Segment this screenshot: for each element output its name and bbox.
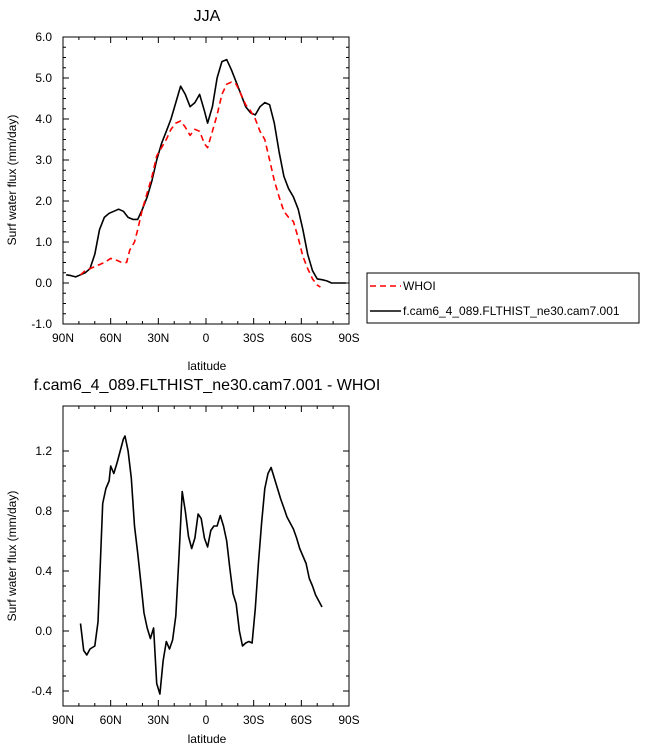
- top-y-tick-label: 5.0: [35, 71, 52, 85]
- top-y-tick-label: 2.0: [35, 194, 52, 208]
- top-x-tick-label: 90S: [338, 331, 359, 345]
- top-x-tick-label: 0: [203, 331, 210, 345]
- bottom-x-tick-label: 30N: [147, 713, 169, 727]
- bottom-x-tick-label: 30S: [243, 713, 264, 727]
- top-y-tick-label: 6.0: [35, 30, 52, 44]
- top-x-tick-label: 60N: [100, 331, 122, 345]
- bottom-series-line-0: [79, 435, 323, 695]
- bottom-y-tick-label: 0.0: [35, 624, 52, 638]
- bottom-plot-frame: [62, 405, 350, 707]
- top-axis-ticks: 90N 60N 30N 0 30S 60S 90S -1.0 0.0 1.0 2.0 3.0 4.0 5.…: [31, 30, 359, 345]
- bottom-y-tick-label: 0.4: [35, 564, 52, 578]
- top-chart: JJA 90N 60N 30N 0 30S 60S 90S -1.0 0.0 1.0 2.0 3.0 4…: [5, 8, 360, 373]
- bottom-x-axis-label: latitude: [188, 732, 227, 746]
- top-x-tick-label: 60S: [291, 331, 312, 345]
- bottom-x-tick-label: 90S: [338, 713, 359, 727]
- top-y-tick-label: 0.0: [35, 276, 52, 290]
- bottom-x-tick-label: 90N: [52, 713, 74, 727]
- bottom-chart-title: f.cam6_4_089.FLTHIST_ne30.cam7.001 - WHO…: [34, 377, 381, 394]
- bottom-y-tick-label: -0.4: [31, 684, 52, 698]
- bottom-y-axis-label: Surf water flux (mm/day): [5, 491, 19, 622]
- top-y-axis-label: Surf water flux (mm/day): [5, 115, 19, 246]
- bottom-x-tick-label: 60N: [100, 713, 122, 727]
- legend: WHOI f.cam6_4_089.FLTHIST_ne30.cam7.001: [366, 272, 640, 324]
- bottom-axis-ticks: 90N 60N 30N 0 30S 60S 90S -0.4 0.0 0.4 0.8 1.2: [31, 406, 360, 727]
- top-x-tick-label: 30S: [243, 331, 264, 345]
- top-y-tick-label: 4.0: [35, 112, 52, 126]
- top-plot-frame: [62, 36, 350, 325]
- bottom-chart: f.cam6_4_089.FLTHIST_ne30.cam7.001 - WHO…: [5, 377, 380, 746]
- top-x-axis-label: latitude: [188, 359, 227, 373]
- top-series-line-0: [79, 81, 321, 288]
- bottom-y-tick-label: 0.8: [35, 504, 52, 518]
- legend-box: [366, 272, 640, 324]
- bottom-y-tick-label: 1.2: [35, 444, 52, 458]
- top-y-tick-label: -1.0: [31, 317, 52, 331]
- top-series-line-1: [66, 58, 346, 284]
- top-y-tick-label: 1.0: [35, 235, 52, 249]
- top-x-tick-label: 90N: [52, 331, 74, 345]
- bottom-x-tick-label: 0: [203, 713, 210, 727]
- bottom-x-tick-label: 60S: [291, 713, 312, 727]
- bottom-series-lines: [79, 435, 323, 695]
- top-series-lines: [66, 58, 346, 288]
- legend-label-model: f.cam6_4_089.FLTHIST_ne30.cam7.001: [403, 304, 620, 318]
- top-chart-title: JJA: [194, 8, 221, 25]
- top-y-tick-label: 3.0: [35, 153, 52, 167]
- top-x-tick-label: 30N: [147, 331, 169, 345]
- legend-label-whoi: WHOI: [403, 279, 436, 293]
